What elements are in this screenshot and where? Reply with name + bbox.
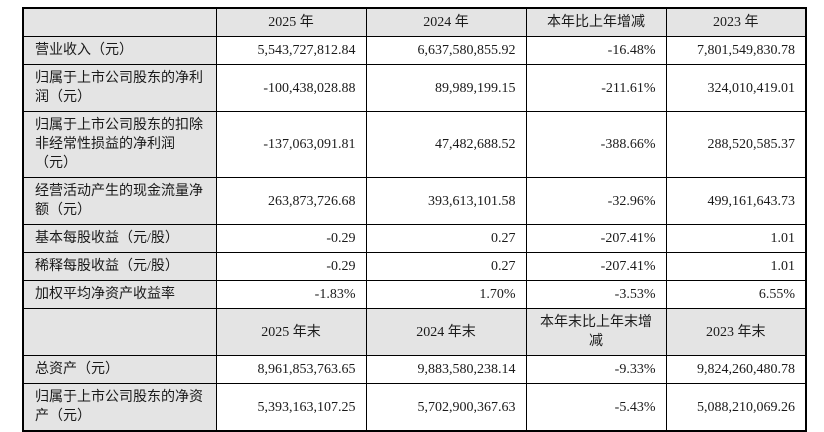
row-label: 归属于上市公司股东的净利润（元） (22, 64, 217, 112)
row-label: 加权平均净资产收益率 (22, 280, 217, 309)
cell-2025: -0.29 (215, 224, 367, 253)
header-empty-corner-2 (22, 308, 217, 356)
row-label: 营业收入（元） (22, 36, 217, 65)
cell-change: -207.41% (525, 252, 667, 281)
cell-2024: 89,989,199.15 (365, 64, 527, 112)
cell-change: -9.33% (525, 355, 667, 384)
header-empty-corner (22, 7, 217, 37)
header-end-2024: 2024 年末 (365, 308, 527, 356)
table-row-operating-cash-flow: 经营活动产生的现金流量净额（元） 263,873,726.68 393,613,… (22, 177, 807, 225)
header-end-2023: 2023 年末 (665, 308, 807, 356)
cell-change: -32.96% (525, 177, 667, 225)
cell-2024: 0.27 (365, 224, 527, 253)
cell-2023: 5,088,210,069.26 (665, 383, 807, 432)
cell-2025: -0.29 (215, 252, 367, 281)
cell-2025: -1.83% (215, 280, 367, 309)
row-label: 经营活动产生的现金流量净额（元） (22, 177, 217, 225)
header-year-2025: 2025 年 (215, 7, 367, 37)
cell-2025: 263,873,726.68 (215, 177, 367, 225)
cell-2024: 0.27 (365, 252, 527, 281)
header-yoy-change: 本年比上年增减 (525, 7, 667, 37)
table-row-net-profit-excl-nonrecurring: 归属于上市公司股东的扣除非经常性损益的净利润（元） -137,063,091.8… (22, 111, 807, 178)
header-end-2025: 2025 年末 (215, 308, 367, 356)
table-row-revenue: 营业收入（元） 5,543,727,812.84 6,637,580,855.9… (22, 36, 807, 65)
header-end-yoy-change: 本年末比上年末增减 (525, 308, 667, 356)
header-year-2023: 2023 年 (665, 7, 807, 37)
row-label: 归属于上市公司股东的净资产（元） (22, 383, 217, 432)
cell-2024: 5,702,900,367.63 (365, 383, 527, 432)
cell-2023: 1.01 (665, 224, 807, 253)
table-row-diluted-eps: 稀释每股收益（元/股） -0.29 0.27 -207.41% 1.01 (22, 252, 807, 281)
row-label: 稀释每股收益（元/股） (22, 252, 217, 281)
point-header-row: 2025 年末 2024 年末 本年末比上年末增减 2023 年末 (22, 308, 807, 356)
cell-change: -388.66% (525, 111, 667, 178)
cell-2023: 499,161,643.73 (665, 177, 807, 225)
period-header-row: 2025 年 2024 年 本年比上年增减 2023 年 (22, 7, 807, 37)
cell-2023: 9,824,260,480.78 (665, 355, 807, 384)
cell-2024: 47,482,688.52 (365, 111, 527, 178)
table-row-basic-eps: 基本每股收益（元/股） -0.29 0.27 -207.41% 1.01 (22, 224, 807, 253)
row-label: 归属于上市公司股东的扣除非经常性损益的净利润（元） (22, 111, 217, 178)
cell-change: -211.61% (525, 64, 667, 112)
cell-2023: 1.01 (665, 252, 807, 281)
table-row-net-assets: 归属于上市公司股东的净资产（元） 5,393,163,107.25 5,702,… (22, 383, 807, 432)
cell-2023: 288,520,585.37 (665, 111, 807, 178)
financial-summary-table: 2025 年 2024 年 本年比上年增减 2023 年 营业收入（元） 5,5… (22, 7, 807, 432)
cell-change: -16.48% (525, 36, 667, 65)
financial-summary-table-wrap: 2025 年 2024 年 本年比上年增减 2023 年 营业收入（元） 5,5… (22, 7, 807, 432)
header-year-2024: 2024 年 (365, 7, 527, 37)
cell-2025: 5,543,727,812.84 (215, 36, 367, 65)
cell-change: -3.53% (525, 280, 667, 309)
cell-change: -5.43% (525, 383, 667, 432)
cell-2025: 8,961,853,763.65 (215, 355, 367, 384)
row-label: 基本每股收益（元/股） (22, 224, 217, 253)
table-row-net-profit: 归属于上市公司股东的净利润（元） -100,438,028.88 89,989,… (22, 64, 807, 112)
cell-2024: 6,637,580,855.92 (365, 36, 527, 65)
cell-2024: 393,613,101.58 (365, 177, 527, 225)
cell-2024: 9,883,580,238.14 (365, 355, 527, 384)
cell-2023: 324,010,419.01 (665, 64, 807, 112)
cell-change: -207.41% (525, 224, 667, 253)
table-row-total-assets: 总资产（元） 8,961,853,763.65 9,883,580,238.14… (22, 355, 807, 384)
cell-2023: 7,801,549,830.78 (665, 36, 807, 65)
cell-2025: -137,063,091.81 (215, 111, 367, 178)
cell-2025: 5,393,163,107.25 (215, 383, 367, 432)
table-row-weighted-avg-roe: 加权平均净资产收益率 -1.83% 1.70% -3.53% 6.55% (22, 280, 807, 309)
cell-2025: -100,438,028.88 (215, 64, 367, 112)
cell-2024: 1.70% (365, 280, 527, 309)
row-label: 总资产（元） (22, 355, 217, 384)
cell-2023: 6.55% (665, 280, 807, 309)
